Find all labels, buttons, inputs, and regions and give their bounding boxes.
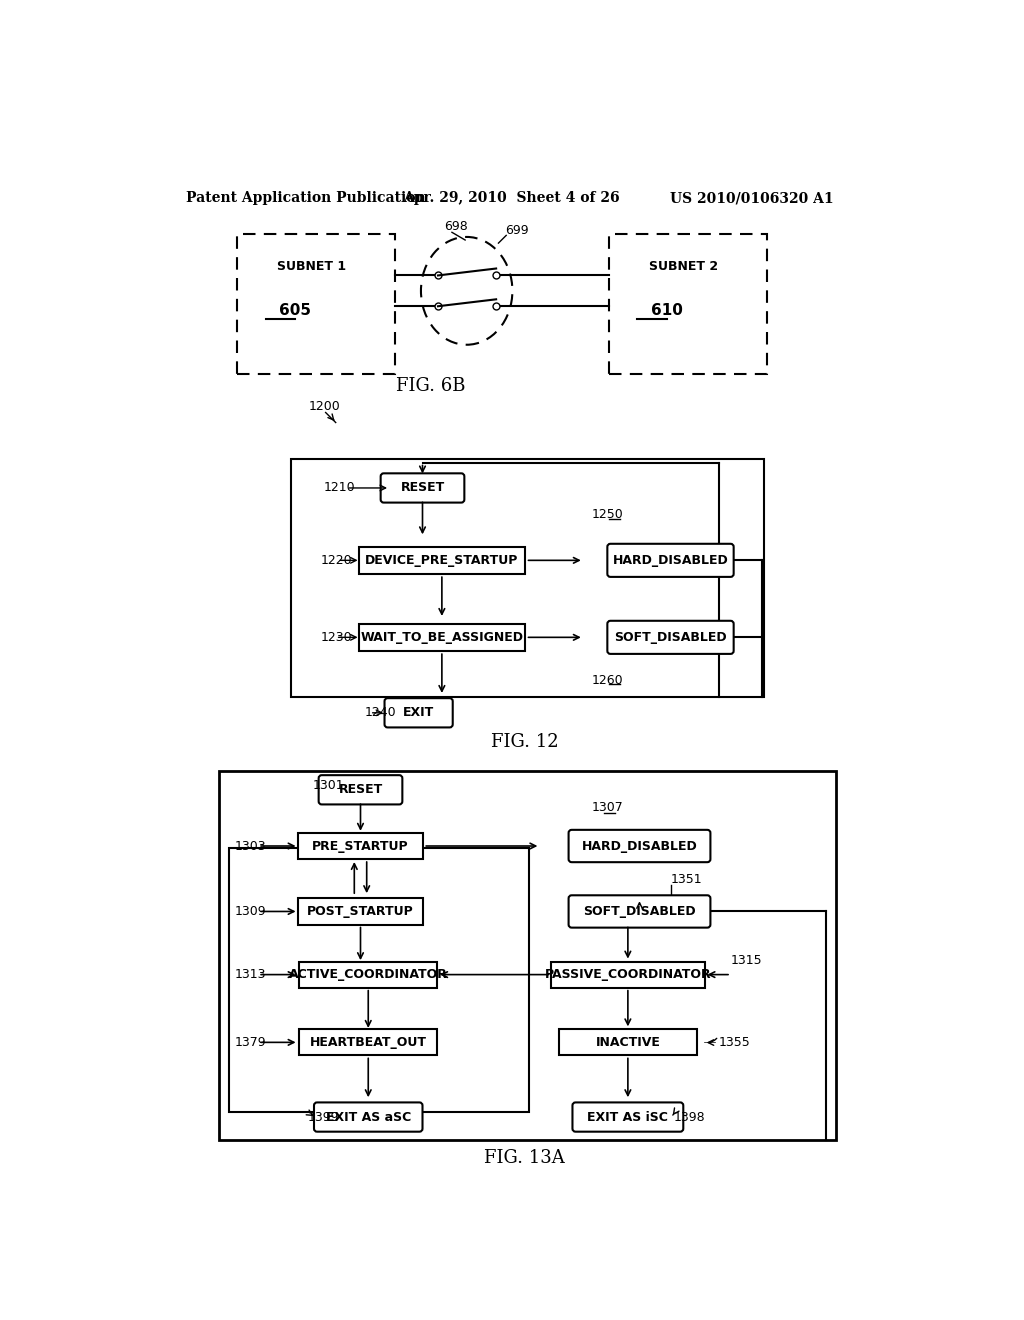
Text: HARD_DISABLED: HARD_DISABLED (612, 554, 728, 566)
Text: 1260: 1260 (592, 675, 623, 686)
Text: EXIT AS iSC: EXIT AS iSC (588, 1110, 669, 1123)
FancyBboxPatch shape (568, 895, 711, 928)
Text: 1230: 1230 (321, 631, 352, 644)
Text: 1379: 1379 (234, 1036, 266, 1049)
Text: Apr. 29, 2010  Sheet 4 of 26: Apr. 29, 2010 Sheet 4 of 26 (403, 191, 620, 206)
Text: 1398: 1398 (674, 1110, 706, 1123)
FancyBboxPatch shape (607, 544, 733, 577)
Text: EXIT: EXIT (403, 706, 434, 719)
Text: 1351: 1351 (671, 874, 702, 887)
Bar (291, 459, 764, 697)
Bar (358, 624, 525, 651)
Text: FIG. 12: FIG. 12 (490, 733, 559, 751)
Text: SUBNET 2: SUBNET 2 (649, 260, 718, 273)
Text: 1301: 1301 (312, 779, 344, 792)
Text: ACTIVE_COORDINATOR: ACTIVE_COORDINATOR (289, 968, 447, 981)
FancyBboxPatch shape (318, 775, 402, 804)
Bar (299, 961, 437, 987)
FancyBboxPatch shape (314, 1102, 423, 1131)
Text: 1220: 1220 (321, 554, 352, 566)
Text: 698: 698 (444, 219, 468, 232)
Bar (551, 961, 705, 987)
Text: SOFT_DISABLED: SOFT_DISABLED (584, 906, 696, 917)
Bar (358, 546, 525, 574)
Bar (237, 234, 395, 374)
Text: INACTIVE: INACTIVE (595, 1036, 660, 1049)
FancyBboxPatch shape (607, 620, 733, 653)
Text: FIG. 6B: FIG. 6B (395, 376, 465, 395)
Text: 699: 699 (505, 223, 528, 236)
FancyBboxPatch shape (385, 698, 453, 727)
Text: 1309: 1309 (234, 906, 266, 917)
Text: 1240: 1240 (365, 706, 396, 719)
Text: 1355: 1355 (719, 1036, 751, 1049)
Text: POST_STARTUP: POST_STARTUP (307, 906, 414, 917)
Text: HARD_DISABLED: HARD_DISABLED (582, 840, 697, 853)
Text: 610: 610 (651, 302, 683, 318)
Text: FIG. 13A: FIG. 13A (484, 1148, 565, 1167)
Text: SUBNET 1: SUBNET 1 (276, 260, 346, 273)
Bar (298, 899, 423, 924)
Text: 1250: 1250 (592, 508, 624, 520)
Text: EXIT AS aSC: EXIT AS aSC (326, 1110, 411, 1123)
Text: RESET: RESET (400, 482, 444, 495)
FancyBboxPatch shape (381, 474, 464, 503)
Text: 1200: 1200 (308, 400, 340, 413)
Text: SOFT_DISABLED: SOFT_DISABLED (614, 631, 727, 644)
FancyBboxPatch shape (568, 830, 711, 862)
FancyBboxPatch shape (572, 1102, 683, 1131)
Bar (559, 1030, 697, 1056)
Bar (298, 833, 423, 859)
Bar (299, 1030, 437, 1056)
Text: US 2010/0106320 A1: US 2010/0106320 A1 (671, 191, 835, 206)
Bar (608, 234, 767, 374)
Text: HEARTBEAT_OUT: HEARTBEAT_OUT (309, 1036, 427, 1049)
Text: RESET: RESET (338, 783, 383, 796)
Text: 1313: 1313 (234, 968, 266, 981)
Bar (219, 771, 836, 1140)
Text: PRE_STARTUP: PRE_STARTUP (312, 840, 409, 853)
Text: 1210: 1210 (324, 482, 355, 495)
Text: WAIT_TO_BE_ASSIGNED: WAIT_TO_BE_ASSIGNED (360, 631, 523, 644)
Text: 1303: 1303 (234, 840, 266, 853)
Text: 1399: 1399 (308, 1110, 339, 1123)
Text: Patent Application Publication: Patent Application Publication (186, 191, 426, 206)
Text: DEVICE_PRE_STARTUP: DEVICE_PRE_STARTUP (366, 554, 518, 566)
Text: 605: 605 (280, 302, 311, 318)
Bar (228, 849, 529, 1111)
Text: PASSIVE_COORDINATOR: PASSIVE_COORDINATOR (545, 968, 712, 981)
Text: 1307: 1307 (592, 801, 624, 814)
Text: 1315: 1315 (731, 954, 763, 968)
